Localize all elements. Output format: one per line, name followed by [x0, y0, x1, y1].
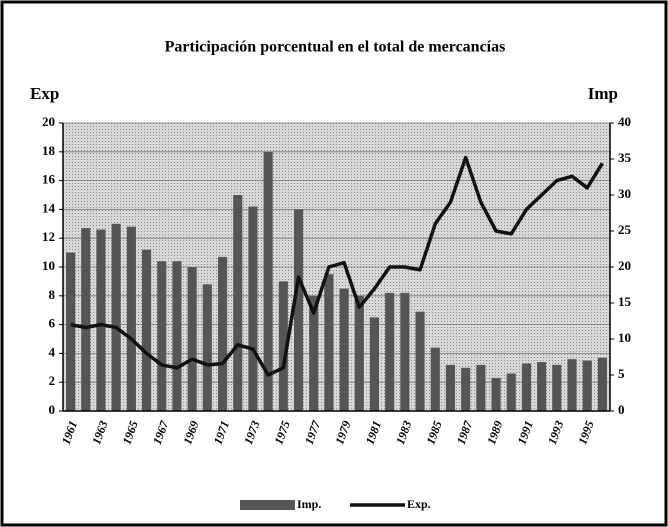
x-tick-label: 1977: [302, 418, 324, 446]
bar: [506, 373, 516, 411]
y-tick-label: 12: [42, 229, 55, 244]
bar: [309, 295, 319, 411]
bar: [369, 317, 380, 411]
y2-tick-label: 5: [618, 366, 625, 381]
bar: [233, 195, 243, 411]
bar: [81, 228, 91, 411]
bar: [187, 267, 197, 411]
bar: [354, 295, 364, 411]
legend-label: Imp.: [297, 497, 321, 511]
x-tick-label: 1969: [180, 419, 201, 446]
y-tick-label: 8: [49, 287, 56, 302]
y2-tick-label: 20: [618, 258, 631, 273]
x-tick-label: 1963: [89, 419, 110, 446]
bar: [248, 206, 258, 411]
x-tick-label: 1987: [454, 418, 476, 446]
bar: [202, 284, 212, 411]
bar: [126, 226, 136, 411]
bar: [400, 292, 410, 411]
x-tick-label: 1981: [363, 419, 384, 446]
bar: [537, 362, 547, 411]
y-tick-label: 14: [42, 200, 56, 215]
bar: [278, 281, 288, 411]
bar: [415, 311, 425, 411]
bar: [263, 151, 273, 412]
bar: [172, 261, 182, 411]
bar: [445, 364, 456, 411]
y-tick-label: 16: [42, 172, 56, 187]
legend-label: Exp.: [407, 497, 431, 511]
y-tick-label: 6: [49, 316, 56, 331]
x-tick-label: 1983: [393, 419, 414, 446]
x-tick-label: 1975: [271, 419, 292, 446]
bar: [582, 360, 592, 411]
y-tick-label: 4: [49, 344, 56, 359]
line: [70, 155, 604, 377]
bar: [552, 364, 562, 411]
y2-tick-label: 35: [618, 150, 632, 165]
y2-tick-label: 30: [618, 186, 631, 201]
x-tick-label: 1973: [241, 419, 262, 446]
y2-tick-label: 0: [618, 402, 625, 417]
bar: [597, 357, 607, 411]
y2-tick-label: 25: [618, 222, 632, 237]
bar: [217, 256, 228, 411]
y-tick-label: 2: [49, 373, 56, 388]
y-axis-title: Exp: [30, 84, 59, 103]
bar: [339, 288, 349, 411]
x-tick-label: 1993: [545, 419, 566, 446]
y-tick-label: 18: [42, 143, 56, 158]
x-tick-label: 1971: [211, 419, 232, 446]
bar: [461, 367, 471, 411]
x-tick-label: 1979: [332, 419, 353, 446]
bar: [476, 364, 486, 411]
bar: [157, 261, 167, 411]
y2-axis-title: Imp: [588, 84, 618, 103]
x-tick-label: 1961: [59, 419, 80, 446]
bar: [385, 292, 395, 411]
y-tick-label: 0: [49, 402, 56, 417]
y2-tick-label: 40: [618, 114, 631, 129]
x-tick-label: 1967: [150, 418, 172, 446]
x-tick-label: 1991: [515, 419, 536, 446]
bar: [430, 347, 440, 411]
x-tick-label: 1995: [575, 419, 596, 446]
bar: [293, 209, 304, 411]
y2-tick-label: 15: [618, 294, 632, 309]
x-tick-label: 1989: [484, 419, 505, 446]
bar: [142, 249, 152, 411]
bar: [66, 252, 76, 411]
bar: [491, 377, 501, 411]
x-tick-label: 1985: [423, 419, 444, 446]
y-tick-label: 20: [42, 114, 55, 129]
y-tick-label: 10: [42, 258, 55, 273]
bar: [567, 359, 577, 411]
legend-swatch: [240, 500, 295, 510]
bar: [324, 274, 334, 411]
bar: [111, 223, 121, 411]
bar: [96, 229, 106, 411]
bar: [521, 363, 531, 411]
chart-title: Participación porcentual en el total de …: [165, 39, 506, 56]
y2-tick-label: 10: [618, 330, 631, 345]
x-tick-label: 1965: [120, 419, 141, 446]
